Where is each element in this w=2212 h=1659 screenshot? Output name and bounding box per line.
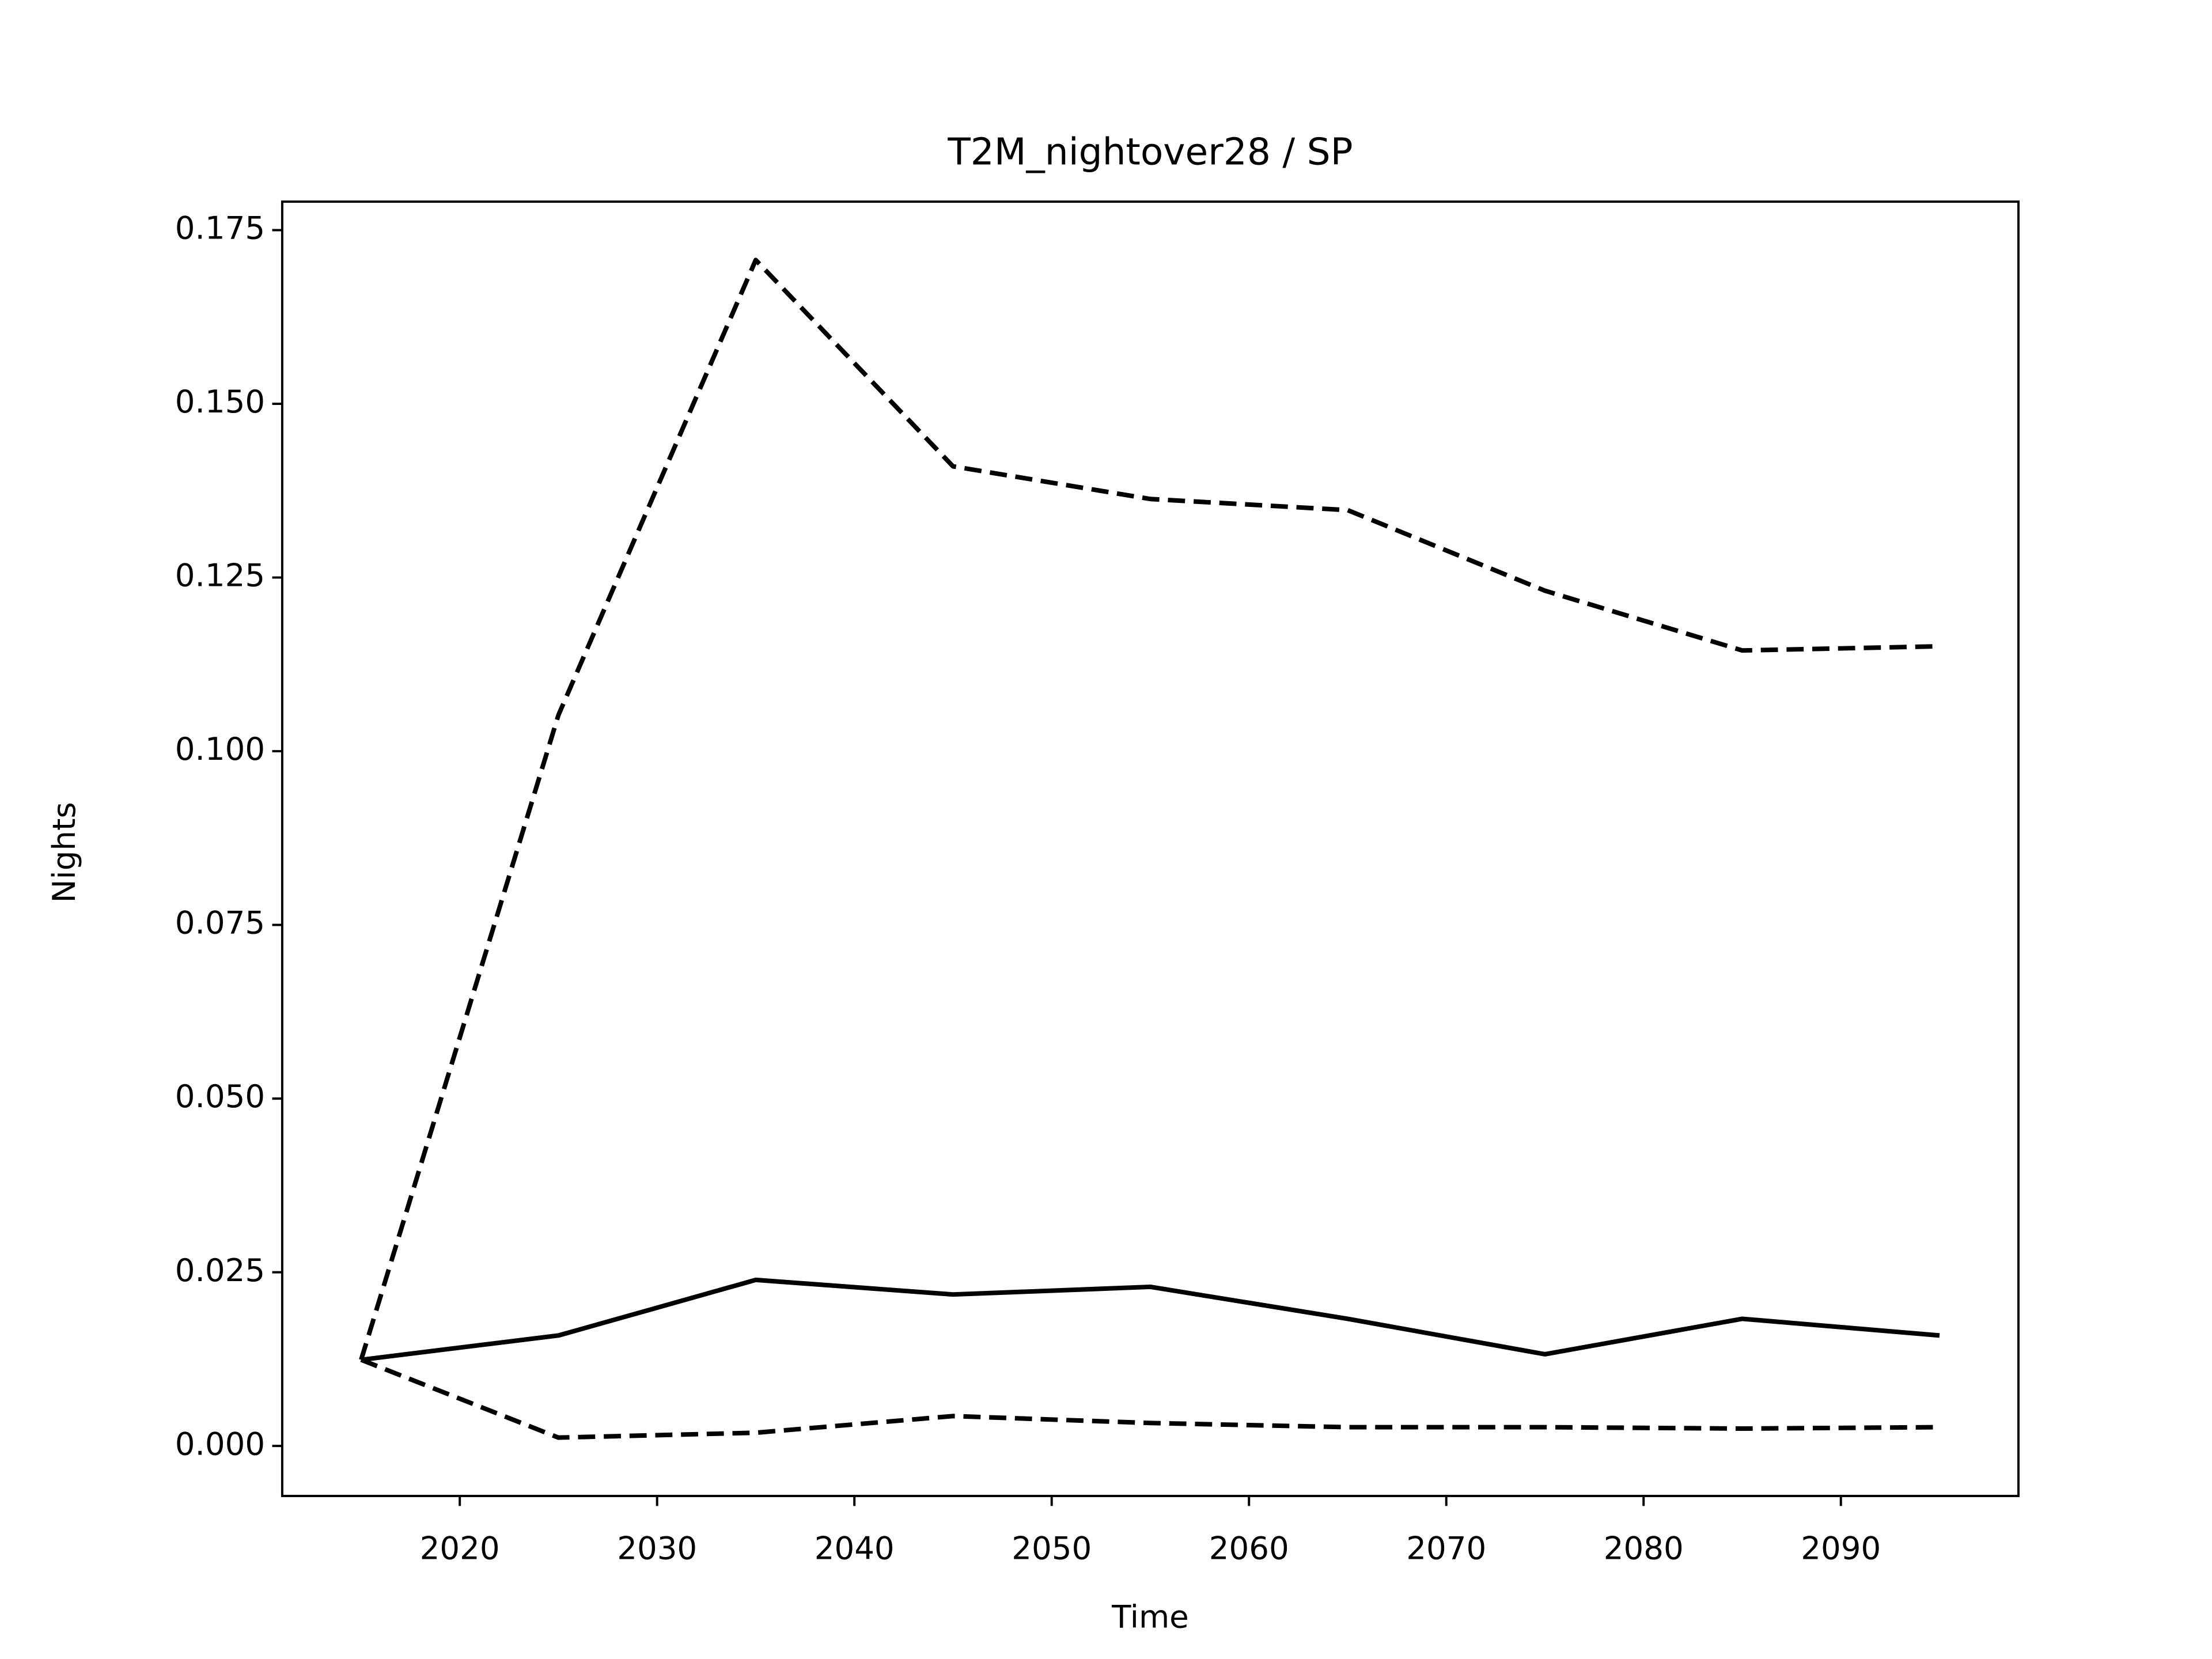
chart-title: T2M_nightover28 / SP [947,131,1353,174]
y-axis-label: Nights [46,802,82,903]
x-axis-label: Time [1111,1599,1189,1635]
y-tick-label: 0.125 [175,557,265,594]
y-tick-label: 0.075 [175,904,265,941]
series-line [359,257,1940,1361]
x-tick-label: 2050 [1012,1529,1092,1566]
series-line [360,1357,1940,1440]
y-tick-label: 0.175 [175,210,265,247]
y-tick-label: 0.000 [175,1425,265,1462]
x-tick-label: 2020 [420,1529,500,1566]
x-tick-label: 2090 [1801,1529,1881,1566]
x-tick-label: 2080 [1604,1529,1684,1566]
x-tick-label: 2070 [1406,1529,1486,1566]
series-line [361,1277,1940,1362]
y-tick-label: 0.025 [175,1252,265,1289]
y-tick-label: 0.100 [175,730,265,767]
x-tick-label: 2040 [815,1529,895,1566]
x-tick-label: 2060 [1209,1529,1289,1566]
y-tick-label: 0.050 [175,1078,265,1115]
x-tick-label: 2030 [617,1529,697,1566]
plot-frame [281,200,2020,1497]
y-tick-label: 0.150 [175,383,265,420]
